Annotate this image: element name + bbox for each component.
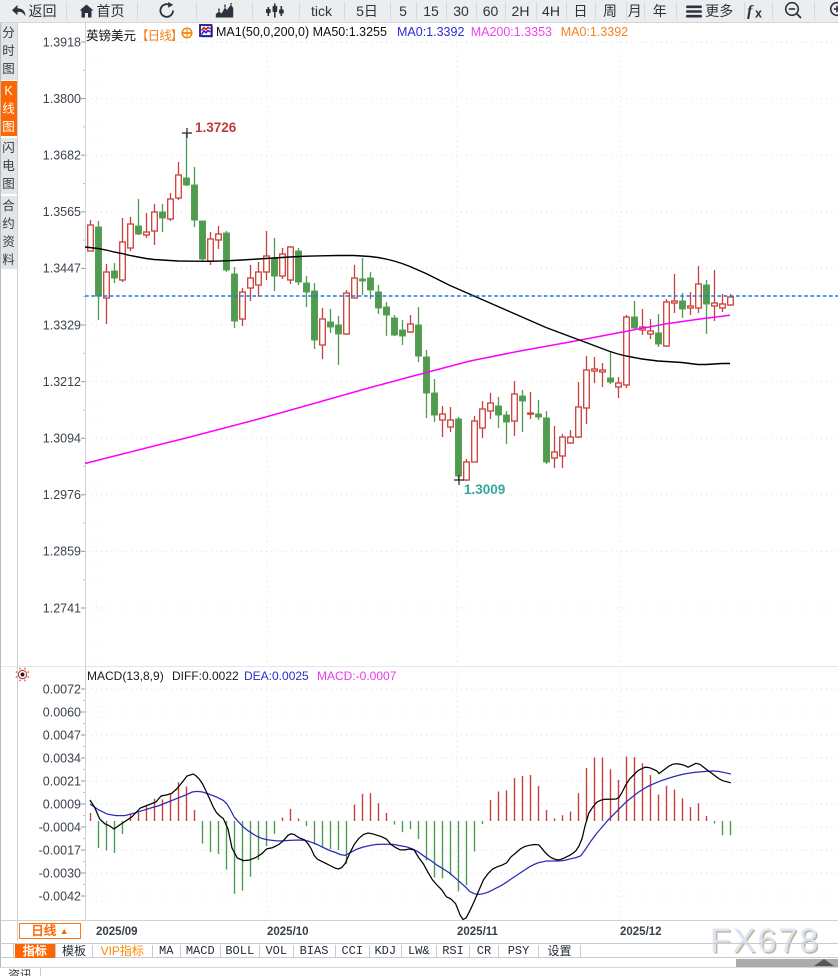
svg-text:0.0047: 0.0047 xyxy=(43,728,81,742)
svg-text:f: f xyxy=(747,3,754,19)
svg-text:DEA:0.0025: DEA:0.0025 xyxy=(244,669,309,683)
svg-text:1.3918: 1.3918 xyxy=(43,35,81,49)
svg-text:MACD(13,8,9): MACD(13,8,9) xyxy=(87,669,164,683)
svg-text:-0.0042: -0.0042 xyxy=(39,889,81,903)
svg-text:-0.0017: -0.0017 xyxy=(39,843,81,857)
svg-text:FX678: FX678 xyxy=(710,922,820,960)
svg-text:0.0060: 0.0060 xyxy=(43,705,81,719)
svg-text:MACD:-0.0007: MACD:-0.0007 xyxy=(317,669,397,683)
svg-text:0.0009: 0.0009 xyxy=(43,797,81,811)
svg-text:-0.0030: -0.0030 xyxy=(39,866,81,880)
svg-text:x: x xyxy=(755,7,762,20)
svg-text:0.0072: 0.0072 xyxy=(43,682,81,696)
svg-text:1.2859: 1.2859 xyxy=(43,545,81,559)
svg-text:2025/09: 2025/09 xyxy=(96,926,138,938)
svg-text:DIFF:0.0022: DIFF:0.0022 xyxy=(172,669,239,683)
svg-text:FX678: FX678 xyxy=(712,924,822,962)
svg-text:1.3094: 1.3094 xyxy=(43,432,81,446)
svg-text:-0.0004: -0.0004 xyxy=(39,820,81,834)
svg-text:1.3212: 1.3212 xyxy=(43,375,81,389)
svg-text:0.0021: 0.0021 xyxy=(43,774,81,788)
svg-text:1.2976: 1.2976 xyxy=(43,488,81,502)
svg-text:1.3682: 1.3682 xyxy=(43,149,81,163)
svg-text:1.3329: 1.3329 xyxy=(43,318,81,332)
svg-text:0.0034: 0.0034 xyxy=(43,751,81,765)
svg-text:1.2741: 1.2741 xyxy=(43,601,81,615)
svg-text:1.3565: 1.3565 xyxy=(43,205,81,219)
svg-text:2025/12: 2025/12 xyxy=(620,926,662,938)
svg-text:2025/11: 2025/11 xyxy=(457,926,499,938)
svg-text:2025/10: 2025/10 xyxy=(267,926,309,938)
svg-text:1.3009: 1.3009 xyxy=(464,482,505,497)
svg-text:1.3447: 1.3447 xyxy=(43,262,81,276)
svg-text:1.3726: 1.3726 xyxy=(195,120,237,135)
svg-text:1.3800: 1.3800 xyxy=(43,92,81,106)
